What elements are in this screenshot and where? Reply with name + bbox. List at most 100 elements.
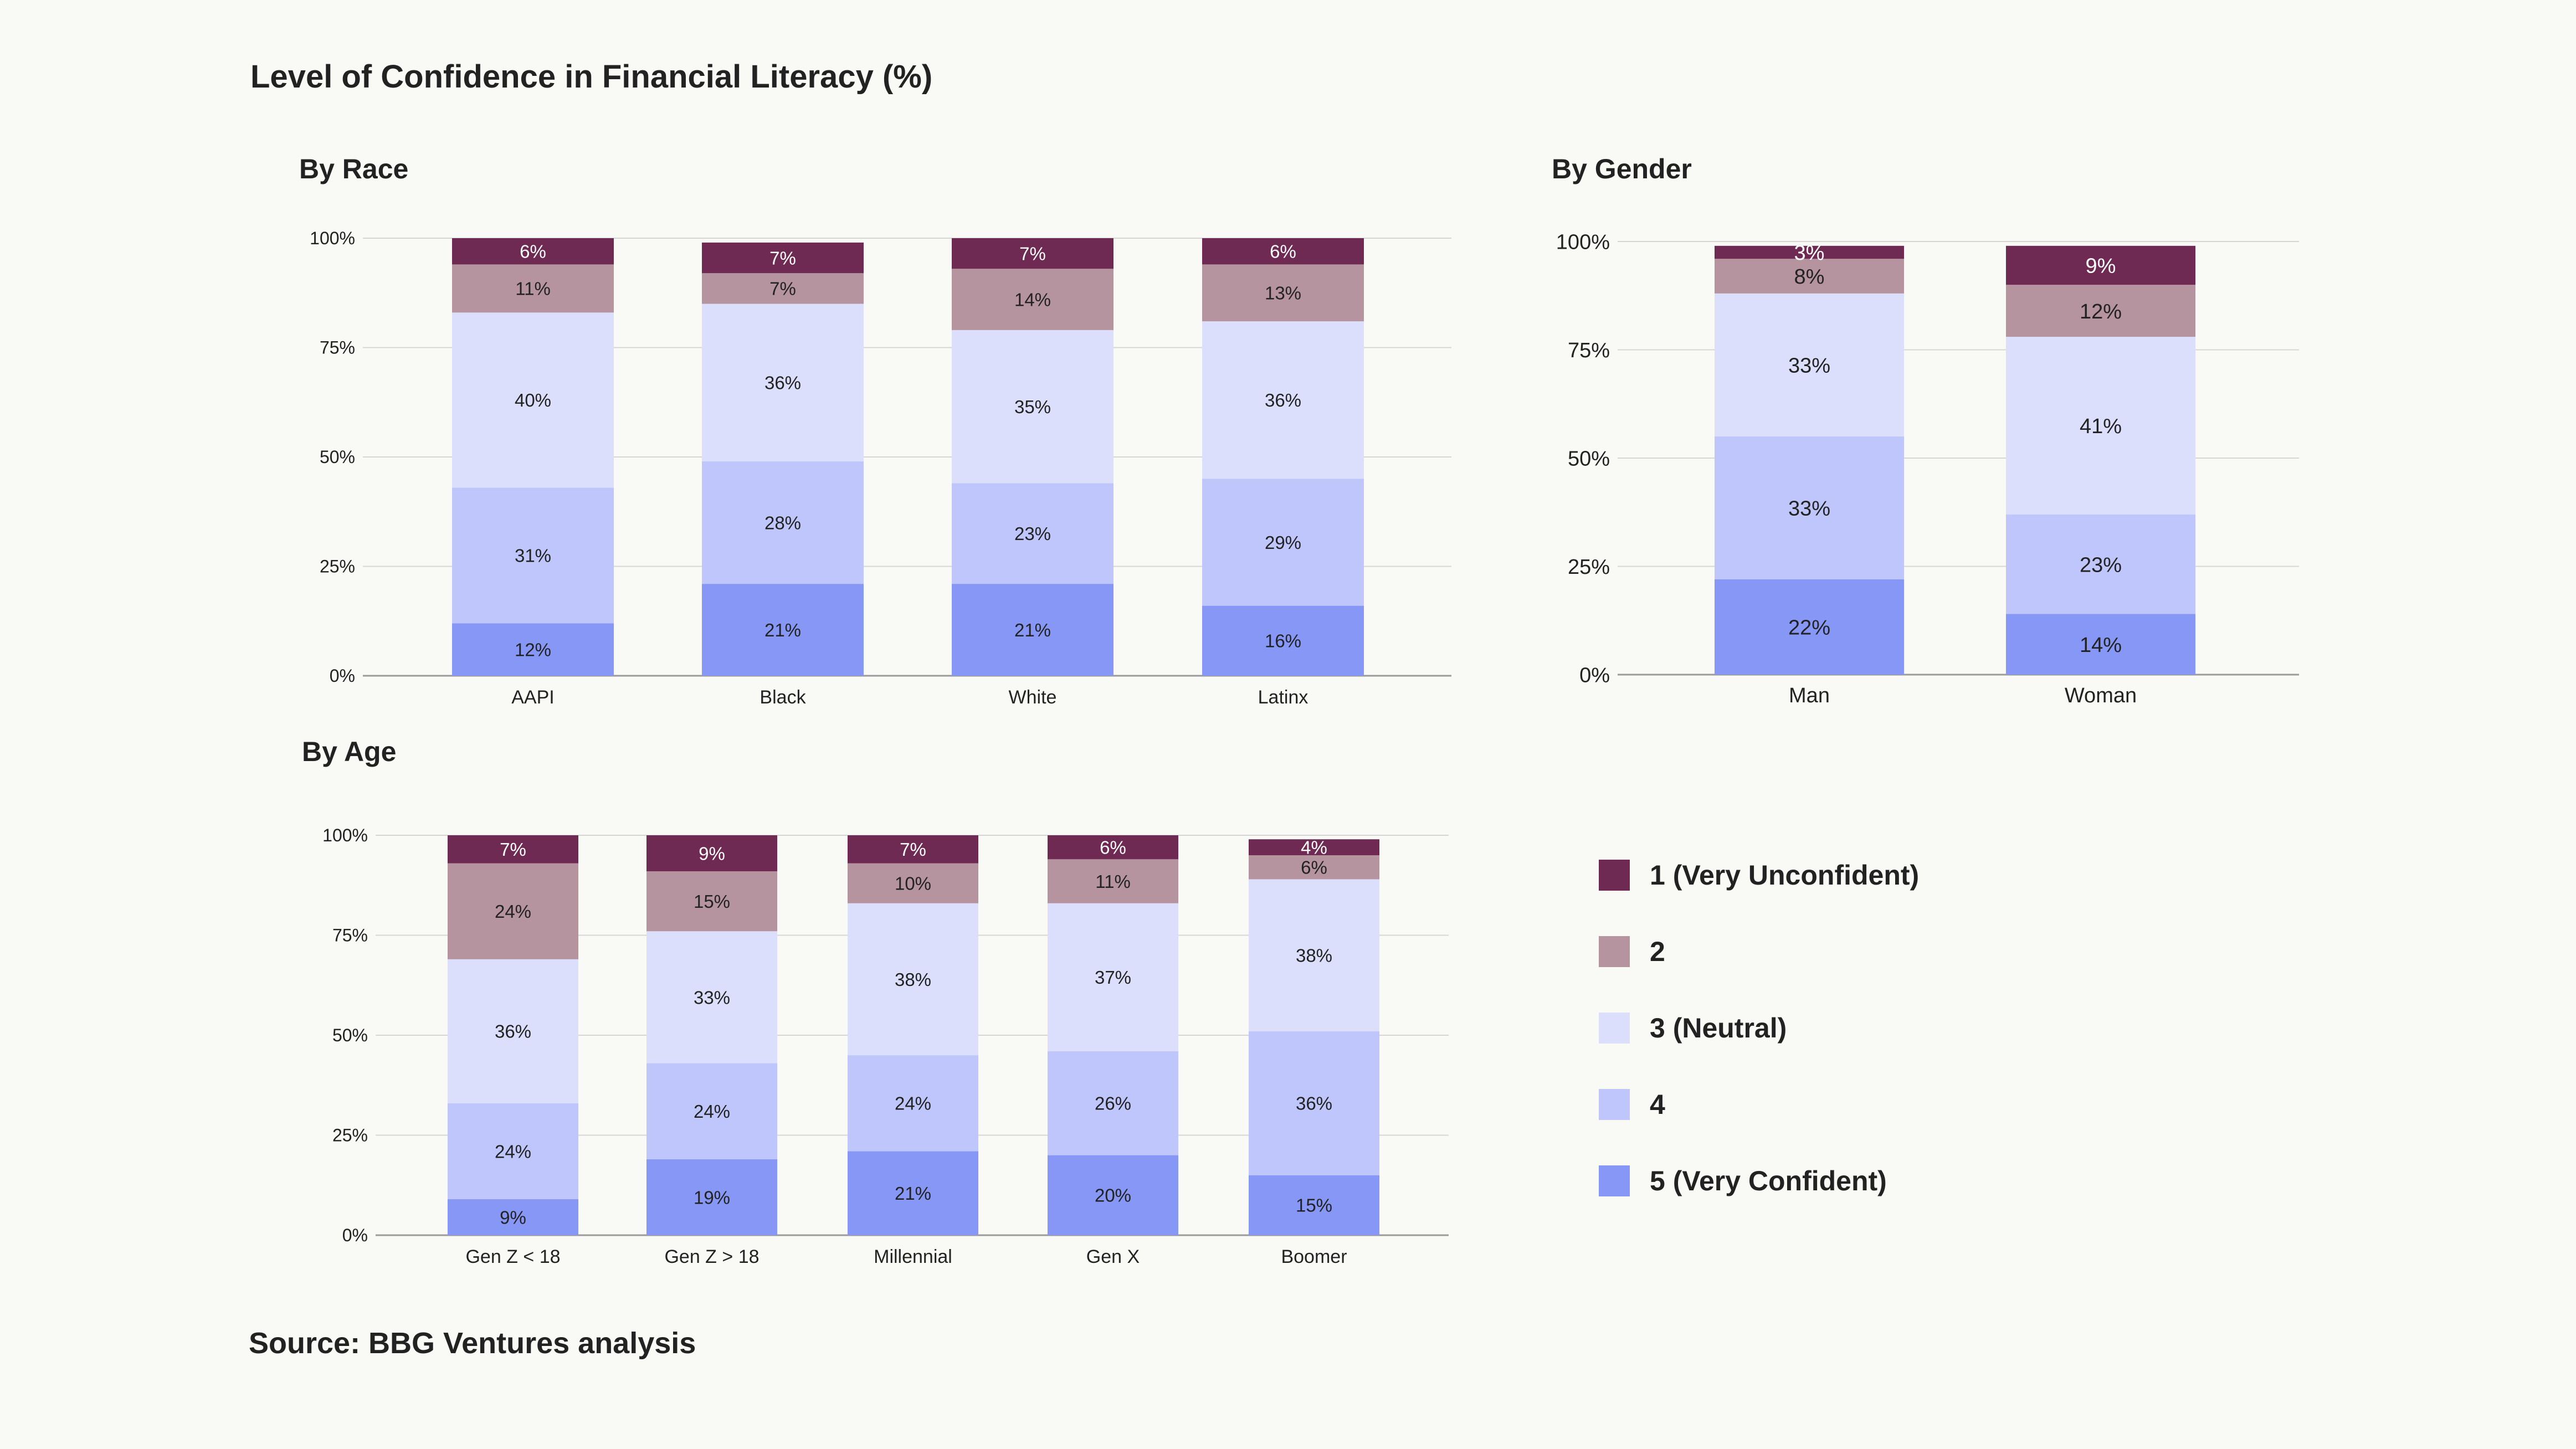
x-tick-label: Gen Z > 18 bbox=[664, 1246, 759, 1267]
legend-label-5: 5 (Very Confident) bbox=[1650, 1165, 1887, 1196]
legend-item-1: 1 (Very Unconfident) bbox=[1599, 859, 1919, 892]
bar-segment-2-black bbox=[702, 273, 864, 304]
data-label: 6% bbox=[1270, 242, 1296, 262]
data-label: 23% bbox=[2080, 553, 2122, 577]
bar-segment-5-very-confident-gen-z-18 bbox=[448, 1199, 578, 1235]
data-label: 41% bbox=[2080, 415, 2122, 438]
data-label: 31% bbox=[515, 546, 551, 566]
chart-by-gender: By Gender 0% 25% 50% 75% 100% 22% 33% 33% 8%3% Man… bbox=[1552, 153, 2299, 707]
data-label: 40% bbox=[515, 390, 551, 410]
data-label: 14% bbox=[2080, 634, 2122, 657]
bar-segment-4-aapi bbox=[452, 487, 614, 624]
data-label: 12% bbox=[515, 639, 551, 660]
x-tick-label: Gen Z < 18 bbox=[465, 1246, 560, 1267]
data-label: 19% bbox=[694, 1187, 730, 1208]
y-tick-label: 25% bbox=[332, 1126, 368, 1145]
data-label: 24% bbox=[895, 1093, 931, 1114]
y-tick-label: 50% bbox=[320, 447, 355, 467]
bar-segment-3-neutral-latinx bbox=[1202, 321, 1364, 479]
bar-segment-2-woman bbox=[2006, 285, 2195, 337]
legend-item-4: 4 bbox=[1599, 1088, 1919, 1121]
data-label: 14% bbox=[1014, 289, 1051, 310]
bar-segment-4-woman bbox=[2006, 514, 2195, 614]
x-tick-label: Woman bbox=[2065, 684, 2137, 707]
bar-segment-1-very-unconfident-millennial bbox=[848, 835, 978, 864]
data-label: 21% bbox=[764, 620, 801, 640]
bar-segment-5-very-confident-boomer bbox=[1249, 1175, 1379, 1235]
bar-segment-2-gen-z-18 bbox=[448, 863, 578, 959]
x-tick-label: White bbox=[1009, 687, 1057, 708]
bar-segment-1-very-unconfident-white bbox=[952, 238, 1113, 269]
x-tick-label: AAPI bbox=[511, 687, 554, 708]
data-label: 7% bbox=[769, 248, 796, 268]
bar-segment-1-very-unconfident-black bbox=[702, 242, 864, 274]
data-label: 20% bbox=[1095, 1185, 1131, 1206]
bar-segment-5-very-confident-man bbox=[1715, 579, 1904, 675]
page-title: Level of Confidence in Financial Literac… bbox=[250, 59, 933, 95]
bar-segment-1-very-unconfident-woman bbox=[2006, 245, 2195, 285]
data-label: 7% bbox=[500, 839, 526, 860]
data-label: 6% bbox=[520, 242, 546, 262]
bar-segment-3-neutral-gen-z-18 bbox=[448, 959, 578, 1103]
bar-segment-2-boomer bbox=[1249, 855, 1379, 880]
data-label: 15% bbox=[1296, 1195, 1332, 1216]
data-label: 38% bbox=[895, 969, 931, 990]
data-label: 10% bbox=[895, 873, 931, 894]
bar-segment-4-black bbox=[702, 461, 864, 584]
y-tick-label: 75% bbox=[1568, 339, 1610, 362]
bar-segment-5-very-confident-black bbox=[702, 584, 864, 676]
bar-segment-1-very-unconfident-aapi bbox=[452, 238, 614, 265]
bar-segment-3-neutral-gen-x bbox=[1048, 903, 1178, 1051]
bar-segment-5-very-confident-gen-z-18 bbox=[646, 1159, 777, 1235]
bar-segment-2-aapi bbox=[452, 264, 614, 313]
data-label: 6% bbox=[1100, 837, 1126, 858]
data-label: 36% bbox=[764, 373, 801, 393]
legend-swatch-1 bbox=[1599, 860, 1630, 891]
data-label: 37% bbox=[1095, 967, 1131, 988]
data-label: 15% bbox=[694, 891, 730, 912]
data-label: 24% bbox=[495, 901, 531, 922]
data-label: 8% bbox=[1794, 265, 1825, 289]
bar-segment-5-very-confident-latinx bbox=[1202, 605, 1364, 676]
legend-item-2: 2 bbox=[1599, 935, 1919, 968]
bar-segment-1-very-unconfident-gen-z-18 bbox=[448, 835, 578, 864]
bar-segment-4-gen-x bbox=[1048, 1051, 1178, 1155]
bar-segment-3-neutral-white bbox=[952, 330, 1113, 484]
x-tick-label: Latinx bbox=[1258, 687, 1308, 708]
x-tick-label: Boomer bbox=[1281, 1246, 1347, 1267]
bar-segment-1-very-unconfident-gen-z-18 bbox=[646, 835, 777, 871]
data-label: 29% bbox=[1265, 532, 1301, 553]
data-label: 24% bbox=[694, 1101, 730, 1122]
y-tick-label: 75% bbox=[320, 338, 355, 358]
bar-segment-5-very-confident-gen-x bbox=[1048, 1155, 1178, 1235]
data-label: 33% bbox=[694, 987, 730, 1008]
bar-segment-5-very-confident-white bbox=[952, 584, 1113, 676]
legend-label-1: 1 (Very Unconfident) bbox=[1650, 860, 1920, 891]
legend-swatch-2 bbox=[1599, 936, 1630, 967]
bar-segment-4-white bbox=[952, 483, 1113, 584]
y-tick-label: 50% bbox=[332, 1025, 368, 1045]
bar-segment-4-latinx bbox=[1202, 479, 1364, 606]
source-note: Source: BBG Ventures analysis bbox=[249, 1327, 696, 1360]
data-label: 7% bbox=[769, 279, 796, 299]
y-tick-label: 100% bbox=[310, 228, 355, 248]
data-label: 7% bbox=[1019, 244, 1046, 264]
legend-label-4: 4 bbox=[1650, 1089, 1665, 1120]
bar-segment-1-very-unconfident-boomer bbox=[1249, 839, 1379, 856]
bar-segment-1-very-unconfident-gen-x bbox=[1048, 835, 1178, 860]
bar-segment-2-latinx bbox=[1202, 264, 1364, 322]
y-tick-label: 75% bbox=[332, 926, 368, 946]
chart-title: By Gender bbox=[1552, 153, 1692, 184]
bar-segment-3-neutral-boomer bbox=[1249, 879, 1379, 1031]
bar-segment-5-very-confident-millennial bbox=[848, 1151, 978, 1235]
data-label: 11% bbox=[1095, 871, 1131, 892]
chart-title: By Age bbox=[302, 736, 396, 767]
y-tick-label: 25% bbox=[1568, 556, 1610, 579]
y-tick-label: 100% bbox=[322, 825, 368, 845]
y-tick-label: 25% bbox=[320, 557, 355, 577]
bar-segment-4-gen-z-18 bbox=[646, 1063, 777, 1159]
bar-segment-3-neutral-black bbox=[702, 304, 864, 461]
x-tick-label: Black bbox=[760, 687, 806, 708]
bar-segment-2-white bbox=[952, 269, 1113, 330]
data-label: 4% bbox=[1301, 837, 1327, 858]
